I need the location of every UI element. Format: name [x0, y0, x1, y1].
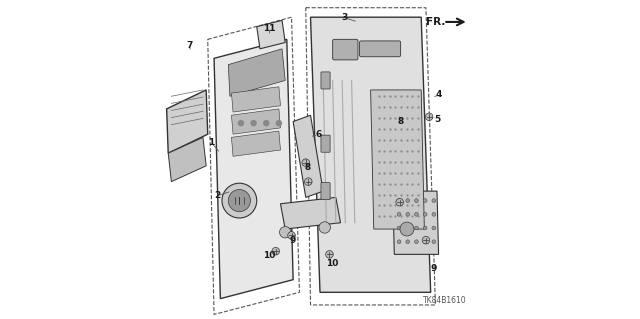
- Polygon shape: [393, 191, 438, 254]
- Polygon shape: [228, 49, 285, 96]
- Text: TK84B1610: TK84B1610: [424, 296, 467, 305]
- FancyBboxPatch shape: [321, 182, 330, 200]
- Circle shape: [406, 199, 410, 203]
- Circle shape: [432, 212, 436, 216]
- Polygon shape: [293, 115, 323, 197]
- Text: 8: 8: [304, 163, 310, 172]
- Text: 7: 7: [186, 41, 193, 49]
- Text: 1: 1: [208, 137, 214, 147]
- Text: FR.: FR.: [426, 17, 445, 27]
- FancyBboxPatch shape: [333, 39, 358, 60]
- Polygon shape: [232, 131, 280, 156]
- Polygon shape: [232, 109, 280, 134]
- Circle shape: [239, 121, 243, 126]
- Polygon shape: [166, 90, 208, 153]
- Circle shape: [319, 222, 330, 233]
- Circle shape: [272, 248, 280, 255]
- Text: 5: 5: [435, 115, 441, 123]
- Circle shape: [415, 212, 419, 216]
- Polygon shape: [257, 20, 285, 49]
- Text: 2: 2: [214, 191, 220, 200]
- Circle shape: [397, 199, 401, 203]
- Circle shape: [305, 178, 312, 185]
- Text: 10: 10: [326, 259, 339, 268]
- Circle shape: [397, 240, 401, 244]
- Text: 9: 9: [290, 236, 296, 245]
- Text: 6: 6: [316, 130, 321, 139]
- Text: 9: 9: [430, 264, 436, 273]
- Polygon shape: [168, 137, 206, 182]
- Circle shape: [406, 226, 410, 230]
- Circle shape: [415, 240, 419, 244]
- Polygon shape: [232, 87, 280, 112]
- FancyBboxPatch shape: [321, 135, 330, 152]
- Circle shape: [276, 121, 282, 126]
- Circle shape: [251, 121, 256, 126]
- Text: 4: 4: [435, 90, 442, 99]
- Circle shape: [432, 199, 436, 203]
- Circle shape: [302, 159, 310, 167]
- Circle shape: [422, 236, 429, 244]
- Circle shape: [423, 240, 427, 244]
- Circle shape: [222, 183, 257, 218]
- Text: 3: 3: [342, 13, 348, 22]
- Circle shape: [280, 226, 291, 238]
- Circle shape: [397, 212, 401, 216]
- Circle shape: [432, 226, 436, 230]
- Circle shape: [396, 198, 403, 206]
- Circle shape: [326, 250, 333, 258]
- Polygon shape: [310, 17, 431, 292]
- FancyBboxPatch shape: [321, 72, 330, 89]
- Circle shape: [288, 232, 295, 239]
- Circle shape: [415, 226, 419, 230]
- Polygon shape: [214, 39, 293, 299]
- Circle shape: [400, 222, 414, 236]
- Circle shape: [228, 189, 250, 212]
- FancyBboxPatch shape: [360, 41, 401, 57]
- Circle shape: [406, 240, 410, 244]
- Polygon shape: [280, 197, 340, 229]
- Circle shape: [423, 226, 427, 230]
- Text: 10: 10: [263, 251, 276, 260]
- Text: 8: 8: [398, 117, 404, 126]
- Circle shape: [264, 121, 269, 126]
- Text: 11: 11: [263, 24, 276, 33]
- Circle shape: [406, 212, 410, 216]
- Circle shape: [415, 199, 419, 203]
- Circle shape: [423, 199, 427, 203]
- Circle shape: [397, 226, 401, 230]
- Polygon shape: [371, 90, 424, 229]
- Circle shape: [426, 113, 433, 121]
- Circle shape: [423, 212, 427, 216]
- Circle shape: [432, 240, 436, 244]
